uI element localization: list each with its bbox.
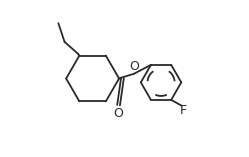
Text: F: F xyxy=(180,104,187,117)
Text: O: O xyxy=(114,107,124,120)
Text: O: O xyxy=(129,60,139,73)
